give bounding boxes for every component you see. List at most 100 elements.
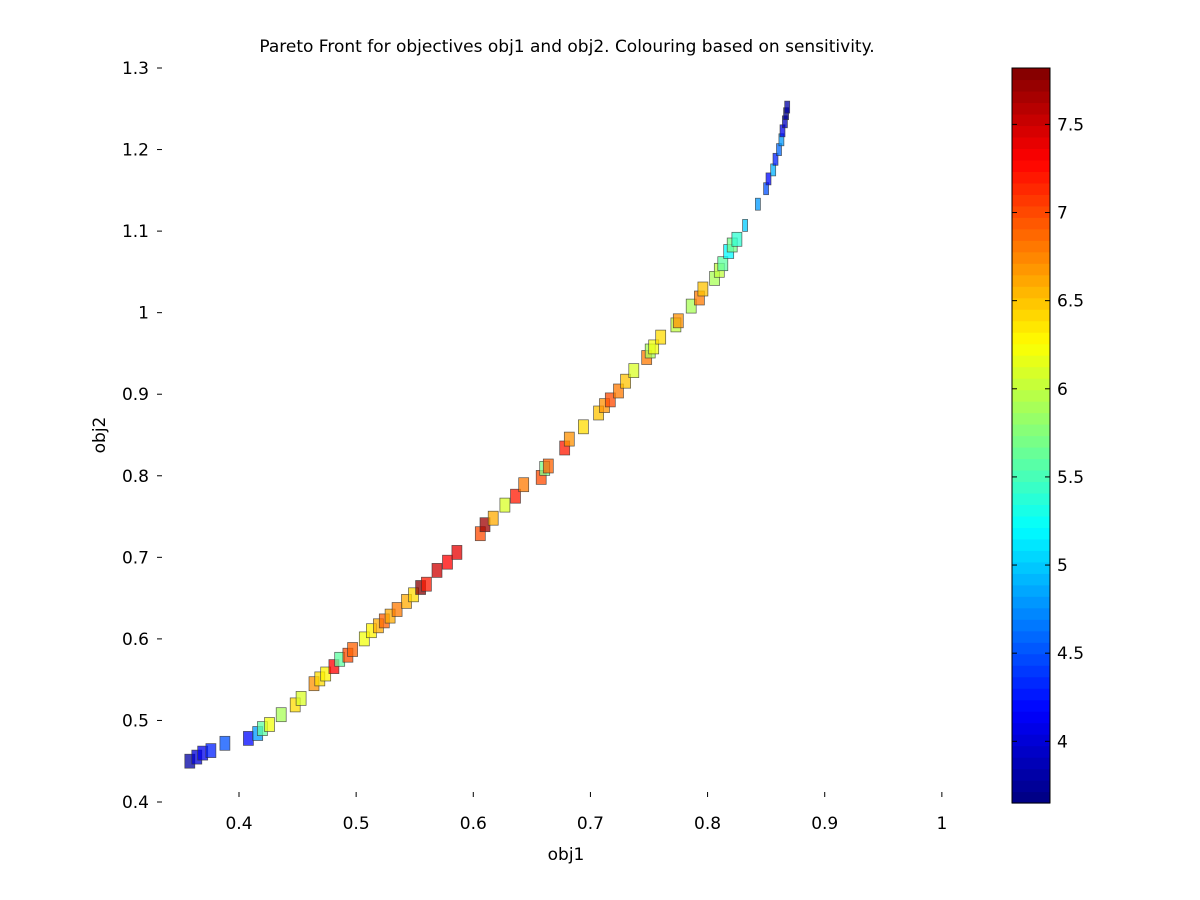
x-tick-label: 0.8: [694, 814, 721, 834]
data-point: [421, 576, 432, 592]
data-point: [755, 197, 761, 211]
colorbar-segment: [1012, 768, 1050, 781]
colorbar-segment: [1012, 182, 1050, 195]
data-point: [347, 642, 358, 657]
data-point: [672, 313, 684, 329]
colorbar-segment: [1012, 90, 1050, 104]
y-tick-label: 0.9: [122, 385, 149, 405]
y-tick-label: 0.5: [122, 711, 149, 731]
y-tick-label: 0.6: [122, 630, 149, 650]
y-tick-label: 0.8: [122, 467, 149, 487]
colorbar-segment: [1012, 561, 1050, 574]
data-point: [685, 298, 697, 314]
colorbar-segment: [1012, 734, 1050, 747]
x-tick-label: 0.9: [811, 814, 838, 834]
x-tick-label: 0.5: [343, 814, 370, 834]
colorbar-segment: [1012, 378, 1050, 391]
colorbar-segment: [1012, 619, 1050, 632]
y-tick-label: 1.2: [122, 141, 149, 161]
data-point: [391, 602, 403, 617]
y-tick-label: 1.1: [122, 222, 149, 242]
colorbar-segment: [1012, 538, 1050, 551]
colorbar-segment: [1012, 125, 1050, 138]
y-axis-title: obj2: [90, 417, 110, 454]
colorbar-segment: [1012, 607, 1050, 620]
colorbar-segment: [1012, 435, 1050, 448]
colorbar-segment: [1012, 286, 1050, 299]
data-point: [765, 172, 772, 186]
data-point: [697, 281, 709, 297]
data-point: [542, 458, 554, 474]
colorbar-segment: [1012, 446, 1050, 460]
colorbar-segment: [1012, 343, 1050, 356]
colorbar-frame: [1011, 67, 1051, 804]
colorbar-segment: [1012, 389, 1050, 402]
colorbar-segment: [1012, 424, 1050, 437]
colorbar-segment: [1012, 515, 1050, 528]
x-tick-label: 0.4: [225, 814, 252, 834]
colorbar-segment: [1012, 102, 1050, 115]
data-point: [275, 707, 287, 723]
colorbar-segment: [1012, 676, 1050, 689]
data-point: [578, 419, 589, 435]
colorbar-segment: [1012, 481, 1050, 494]
data-point: [593, 405, 604, 421]
colorbar-segment: [1012, 171, 1050, 184]
data-point: [442, 554, 453, 570]
data-point: [772, 152, 779, 166]
colorbar-segment: [1012, 136, 1050, 149]
colorbar-tick-label: 5.5: [1057, 468, 1084, 488]
x-axis-title: obj1: [548, 845, 585, 865]
data-point: [451, 545, 463, 560]
colorbar-segment: [1012, 458, 1050, 471]
colorbar-segment: [1012, 688, 1050, 701]
colorbar-segment: [1012, 228, 1050, 241]
data-point: [219, 735, 231, 751]
colorbar-segment: [1012, 297, 1050, 310]
colorbar-segment: [1012, 653, 1050, 666]
data-point: [431, 563, 443, 578]
colorbar-segment: [1012, 148, 1050, 161]
colorbar-segment: [1012, 412, 1050, 425]
colorbar-segment: [1012, 320, 1050, 333]
colorbar-tick-label: 7.5: [1057, 115, 1084, 135]
colorbar-segment: [1012, 711, 1050, 724]
colorbar-segment: [1012, 205, 1050, 218]
data-points: [184, 100, 791, 769]
colorbar-segment: [1012, 263, 1050, 276]
colorbar-segment: [1012, 550, 1050, 563]
y-tick-label: 0.7: [122, 548, 149, 568]
colorbar-segment: [1012, 274, 1050, 287]
y-tick-label: 0.4: [122, 793, 149, 813]
data-point: [358, 631, 370, 647]
colorbar-segment: [1012, 240, 1050, 253]
colorbar-tick-label: 5: [1057, 556, 1068, 576]
data-point: [487, 510, 499, 526]
colorbar-segment: [1012, 780, 1050, 793]
colorbar-segment: [1012, 527, 1050, 540]
x-axis: 0.4 0.5 0.6 0.7 0.8 0.9 1: [225, 792, 947, 834]
colorbar-segment: [1012, 504, 1050, 517]
data-point: [770, 163, 777, 177]
colorbar-segment: [1012, 584, 1050, 597]
chart-title: Pareto Front for objectives obj1 and obj…: [259, 37, 874, 57]
colorbar-tick-label: 4.5: [1057, 644, 1084, 664]
data-point: [499, 497, 511, 513]
colorbar-segment: [1012, 68, 1050, 81]
colorbar-segment: [1012, 791, 1050, 804]
data-point: [243, 731, 254, 746]
colorbar: 4 4.5 5 5.5 6 6.5 7 7.5: [1011, 67, 1084, 804]
data-point: [655, 329, 667, 345]
colorbar-segment: [1012, 217, 1050, 230]
colorbar-tick-label: 7: [1057, 204, 1068, 224]
data-point: [613, 383, 624, 399]
data-point: [742, 219, 748, 232]
colorbar-segment: [1012, 113, 1050, 127]
colorbar-segment: [1012, 492, 1050, 505]
colorbar-segment: [1012, 309, 1050, 322]
colorbar-segment: [1012, 722, 1050, 735]
data-point: [264, 717, 275, 732]
data-point: [320, 666, 332, 682]
data-point: [731, 231, 743, 247]
colorbar-segment: [1012, 469, 1050, 483]
